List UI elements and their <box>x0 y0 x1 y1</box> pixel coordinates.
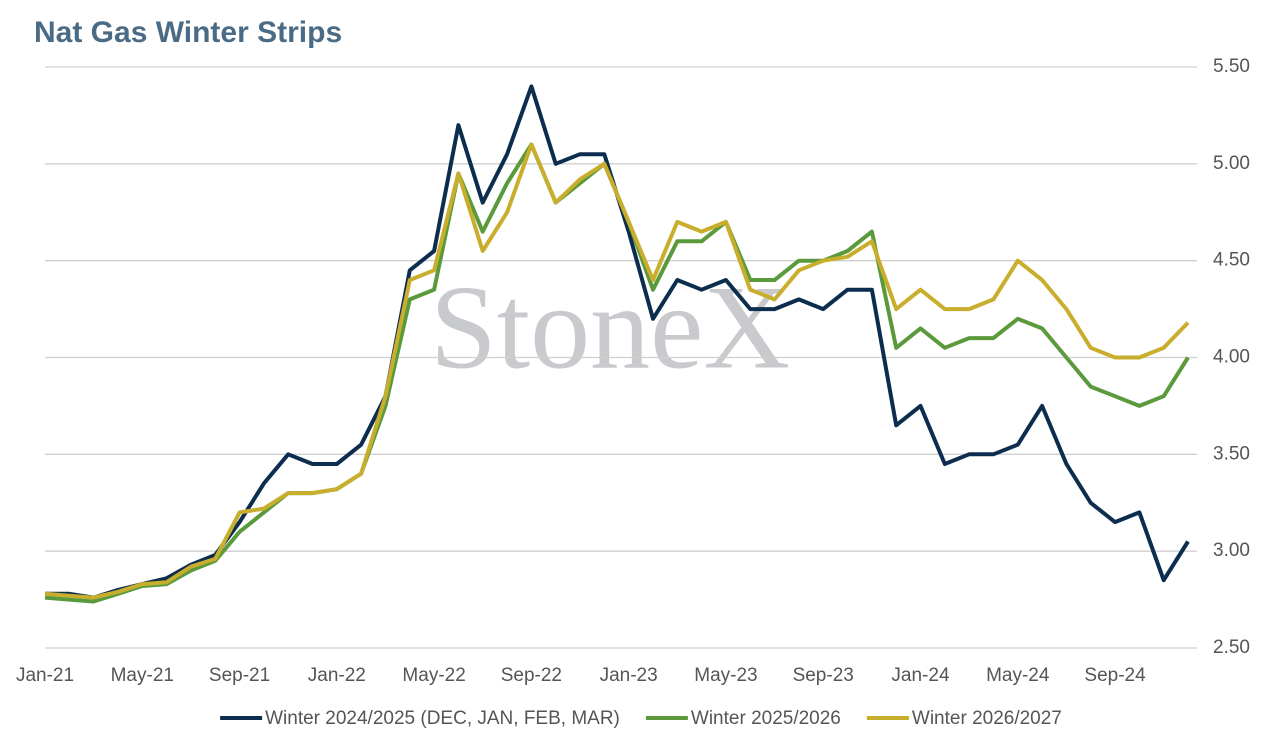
x-tick-label: May-21 <box>111 665 174 686</box>
y-tick-label: 4.00 <box>1213 347 1250 368</box>
x-tick-label: May-23 <box>694 665 757 686</box>
x-tick-label: Jan-22 <box>308 665 366 686</box>
series-line <box>44 142 1190 600</box>
y-tick-label: 5.50 <box>1213 56 1250 77</box>
x-tick-label: Sep-24 <box>1084 665 1146 686</box>
x-tick-label: Jan-23 <box>600 665 658 686</box>
y-tick-label: 3.50 <box>1213 443 1250 464</box>
y-tick-label: 4.50 <box>1213 250 1250 271</box>
x-tick-label: May-24 <box>986 665 1050 686</box>
watermark: StoneX <box>430 261 790 394</box>
y-tick-label: 3.00 <box>1213 540 1250 561</box>
x-tick-label: Sep-22 <box>501 665 562 686</box>
legend-label: Winter 2024/2025 (DEC, JAN, FEB, MAR) <box>265 708 620 729</box>
x-tick-label: Sep-23 <box>793 665 854 686</box>
legend-label: Winter 2026/2027 <box>912 708 1062 729</box>
legend-label: Winter 2025/2026 <box>691 708 841 729</box>
y-tick-label: 2.50 <box>1213 637 1250 658</box>
x-tick-label: Sep-21 <box>209 665 270 686</box>
x-tick-label: Jan-21 <box>16 665 74 686</box>
x-tick-label: Jan-24 <box>891 665 950 686</box>
chart-title: Nat Gas Winter Strips <box>34 16 342 49</box>
y-tick-label: 5.00 <box>1213 153 1250 174</box>
x-tick-label: May-22 <box>402 665 465 686</box>
